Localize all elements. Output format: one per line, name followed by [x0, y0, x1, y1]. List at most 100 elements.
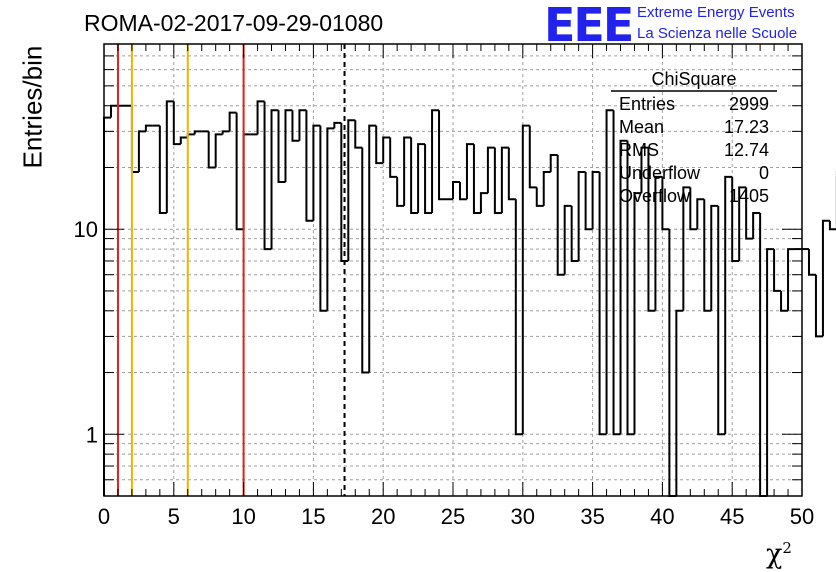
histogram-bin	[452, 180, 460, 200]
histogram-bin	[703, 199, 712, 312]
histogram-bin	[675, 309, 684, 496]
histogram-bin	[270, 109, 279, 250]
histogram-bin	[333, 121, 342, 129]
histogram-bin	[479, 192, 488, 213]
stats-value: 17.23	[724, 117, 769, 137]
x-tick-label: 40	[650, 504, 674, 529]
axes-layer	[103, 43, 803, 497]
histogram-bin	[172, 101, 181, 146]
histogram-bin	[277, 110, 286, 183]
x-tick-label: 10	[231, 504, 255, 529]
stats-value: 12.74	[724, 140, 769, 160]
stats-value: 1405	[729, 186, 769, 206]
stats-value: 2999	[729, 94, 769, 114]
stats-label: Entries	[619, 94, 675, 114]
histogram-bin	[493, 147, 502, 214]
x-tick-label: 5	[168, 504, 180, 529]
stats-label: Mean	[619, 117, 664, 137]
histogram-bin	[144, 124, 153, 132]
histogram-bin	[472, 144, 481, 214]
histogram-bin	[179, 136, 188, 145]
logo-line-2: La Scienza nelle Scuole	[637, 25, 798, 42]
histogram-bin	[291, 110, 300, 142]
x-axis-label: χ2	[766, 539, 792, 570]
histogram-bin	[661, 176, 670, 231]
histogram-bin	[228, 111, 237, 132]
stats-label: RMS	[619, 140, 659, 160]
x-tick-label: 45	[720, 504, 744, 529]
histogram-bin	[626, 140, 635, 436]
histogram-bin	[773, 249, 782, 292]
histogram-bin	[738, 186, 747, 261]
histogram-bin	[549, 154, 558, 173]
x-tick-label: 25	[441, 504, 465, 529]
histogram-bin	[396, 176, 405, 207]
histogram-bin	[647, 147, 656, 312]
histogram-bin	[431, 109, 440, 213]
histogram-bin	[717, 205, 726, 436]
histogram-bin	[165, 100, 174, 213]
histogram-bin	[410, 137, 419, 214]
y-tick-label: 10	[74, 217, 98, 242]
histogram-bin	[438, 110, 447, 201]
histogram-bin	[207, 131, 216, 169]
histogram-bin	[584, 172, 593, 231]
histogram-bin	[710, 204, 719, 311]
reference-lines-layer	[116, 44, 346, 496]
histogram-bin	[389, 137, 398, 178]
histogram-bin	[130, 105, 139, 174]
histogram-bin	[514, 199, 523, 436]
histogram-bin	[312, 124, 321, 221]
tick-labels-layer: 0 5 10 15 20 25 30 35 40 45 50 1 10	[74, 217, 815, 529]
stats-title: ChiSquare	[651, 69, 736, 89]
histogram-bin	[193, 130, 202, 135]
histogram-bin	[424, 144, 433, 214]
y-tick-label: 1	[86, 422, 98, 447]
histogram-bin	[759, 212, 768, 497]
histogram-bin	[486, 146, 495, 194]
histogram-bin	[619, 139, 628, 435]
histogram-bin	[640, 146, 649, 194]
histogram-bin	[528, 125, 537, 189]
histogram-bin	[340, 122, 349, 262]
histogram-bin	[137, 130, 146, 173]
histogram-bin	[256, 100, 265, 135]
histogram-bin	[780, 290, 789, 312]
x-tick-label: 50	[790, 504, 814, 529]
histogram-bin	[814, 274, 823, 338]
histogram-bin	[556, 155, 565, 276]
histogram-bin	[731, 176, 740, 262]
histogram-bin	[668, 229, 677, 497]
histogram-bin	[787, 248, 796, 311]
histogram-bin	[598, 172, 607, 436]
histogram-bin	[521, 124, 530, 435]
histogram-bin	[500, 146, 509, 213]
histogram-bin	[361, 147, 370, 374]
histogram-bin	[375, 125, 384, 165]
histogram-bin	[109, 104, 118, 118]
x-tick-label: 35	[580, 504, 604, 529]
histogram-bin	[235, 112, 244, 231]
histogram-bin	[745, 187, 754, 240]
histogram-bin	[577, 171, 586, 261]
eee-logo: EEE	[544, 0, 634, 52]
histogram-bin	[696, 198, 705, 230]
histogram-bin	[682, 186, 691, 311]
histogram-bin	[305, 110, 314, 222]
histogram-bin	[319, 125, 328, 312]
histogram-bin	[347, 119, 356, 261]
histogram-bin	[766, 248, 775, 496]
histogram-bin	[326, 127, 335, 311]
histogram-bin	[242, 133, 251, 230]
histogram-bin	[612, 110, 621, 436]
histogram-bin	[654, 175, 663, 311]
histogram-bin	[689, 187, 698, 231]
chart-title: ROMA-02-2017-09-29-01080	[84, 10, 384, 36]
stats-label: Overflow	[619, 186, 691, 206]
logo-line-1: Extreme Energy Events	[637, 4, 795, 21]
x-tick-label: 15	[301, 504, 325, 529]
histogram-bin	[563, 204, 572, 275]
histogram-bin	[382, 136, 391, 164]
x-tick-label: 20	[371, 504, 395, 529]
